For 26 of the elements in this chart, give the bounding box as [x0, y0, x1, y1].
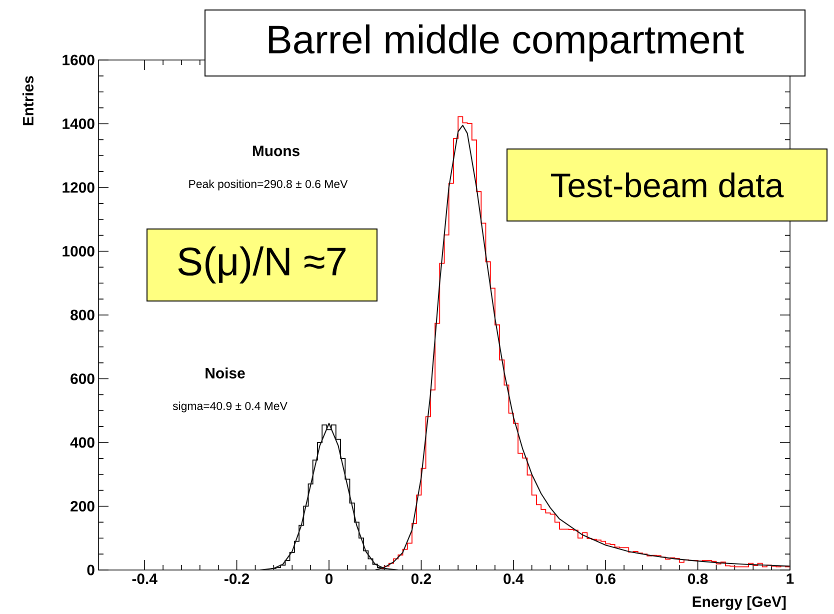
- x-tick-label: -0.4: [132, 574, 158, 584]
- y-tick-label: 400: [70, 437, 94, 448]
- y-tick-label: 1200: [62, 182, 94, 193]
- x-tick-label: 0.4: [504, 574, 524, 584]
- y-tick-label: 200: [70, 500, 94, 512]
- y-tick-label: 1000: [62, 246, 94, 257]
- x-tick-label: 0.2: [411, 574, 431, 584]
- y-tick-label: 1400: [62, 118, 94, 130]
- x-tick-label: 0.8: [688, 574, 708, 584]
- annotation: Noise: [206, 367, 245, 378]
- y-axis-title: Entries: [22, 76, 34, 126]
- annotation: Peak position=290.8 ± 0.6 MeV: [189, 180, 348, 190]
- x-tick-label: 1: [786, 574, 794, 584]
- y-tick-label: 800: [70, 310, 94, 320]
- x-tick-label: -0.2: [224, 574, 250, 584]
- x-axis-title: Energy [GeV]: [692, 596, 786, 610]
- y-tick-label: 1600: [62, 54, 94, 66]
- y-tick-label: 600: [70, 373, 94, 384]
- y-tick-label: 0: [87, 564, 94, 576]
- annotation: sigma=40.9 ± 0.4 MeV: [172, 402, 288, 412]
- x-tick-label: 0: [325, 574, 333, 584]
- chart-title: Barrel middle compartment: [269, 24, 744, 62]
- annotation: Muons: [252, 146, 300, 156]
- annotation: Test-beam data: [551, 172, 784, 198]
- x-tick-label: 0.6: [596, 574, 616, 584]
- annotation: S(μ)/N ≈7: [178, 246, 346, 284]
